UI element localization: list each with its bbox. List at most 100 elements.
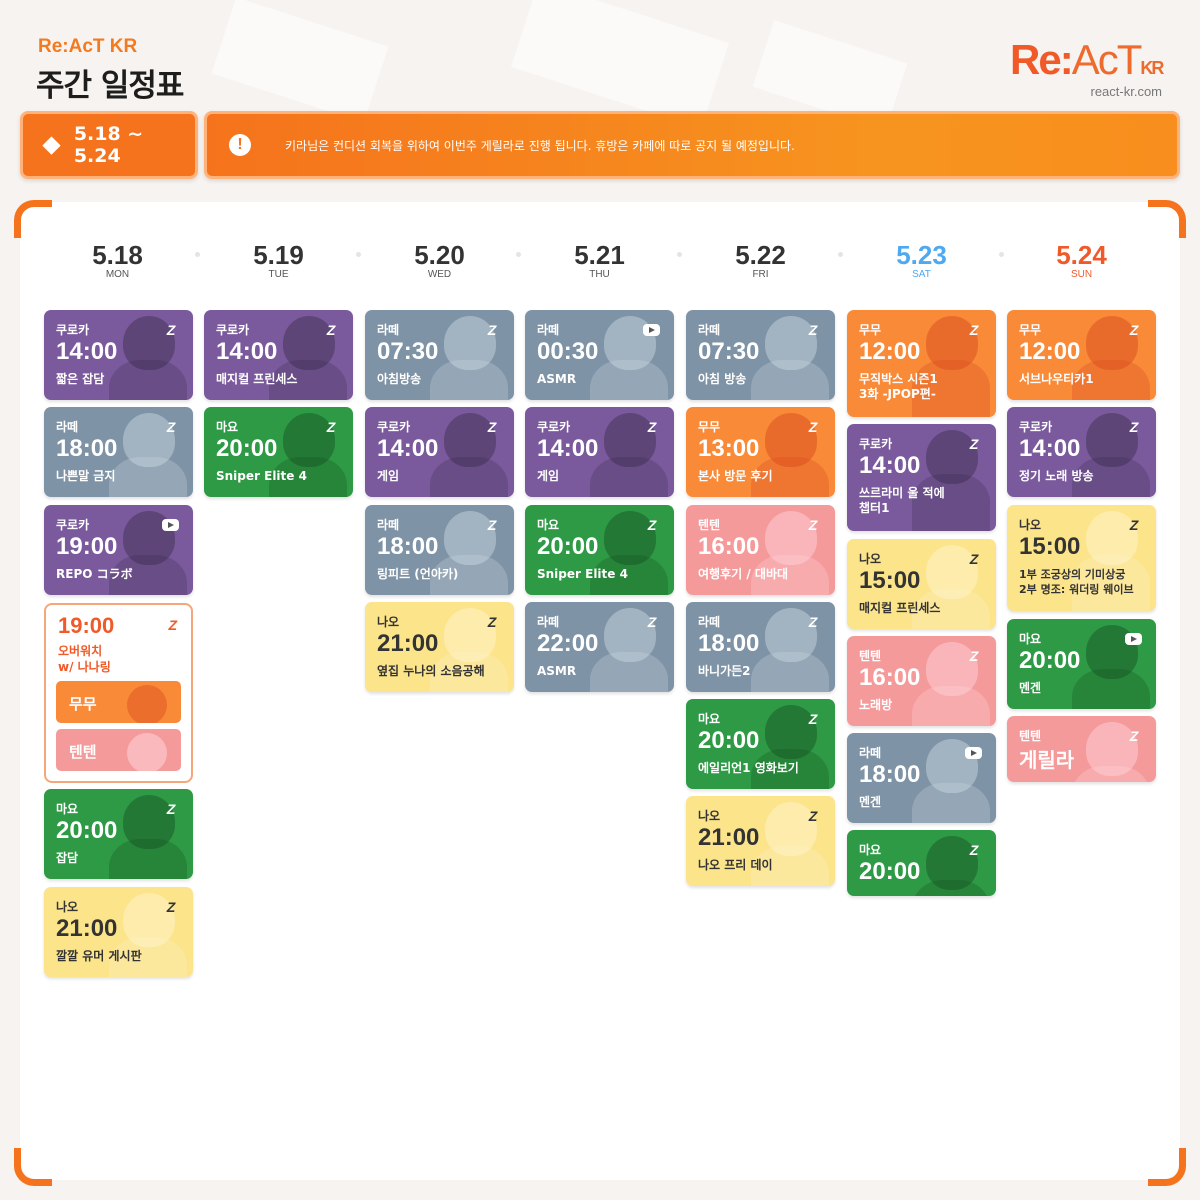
day-weekday: FRI [752, 269, 769, 280]
day-header-mon: 5.18 MON [43, 240, 192, 280]
stream-title: 서브나우티카1 [1019, 372, 1094, 386]
stream-title: 여행후기 / 대바대 [698, 567, 789, 581]
day-date: 5.19 [253, 240, 304, 270]
schedule-card[interactable]: 쿠로카 19:00 REPO コラボ [44, 505, 193, 595]
schedule-card[interactable]: Z 무무 13:00 본사 방문 후기 [686, 407, 835, 497]
stream-title: 멘겐 [859, 795, 882, 809]
brand-label: Re:AcT KR [38, 36, 138, 57]
streamer-name: 텐텐 [859, 649, 882, 663]
date-range-badge: 5.18 ~ 5.24 [20, 111, 198, 179]
chzzk-icon: Z [166, 899, 176, 915]
stream-title: 정기 노래 방송 [1019, 469, 1094, 483]
streamer-name: 라떼 [859, 746, 882, 760]
schedule-card[interactable]: Z 마요 20:00 Sniper Elite 4 [525, 505, 674, 595]
schedule-card[interactable]: Z 텐텐 16:00 여행후기 / 대바대 [686, 505, 835, 595]
collab-member: 텐텐 [56, 729, 181, 771]
schedule-card[interactable]: Z 쿠로카 14:00 매지컬 프린세스 [204, 310, 353, 400]
chzzk-icon: Z [487, 322, 497, 338]
day-date: 5.21 [574, 240, 625, 270]
schedule-card[interactable]: Z 나오 15:00 1부 조궁상의 기미상궁 2부 명조: 워더링 웨이브 [1007, 505, 1156, 611]
day-weekday: MON [105, 269, 130, 280]
stream-title: 1부 조궁상의 기미상궁 2부 명조: 워더링 웨이브 [1019, 568, 1134, 596]
streamer-name: 무무 [859, 323, 882, 337]
stream-title: 본사 방문 후기 [698, 469, 773, 483]
site-url[interactable]: react-kr.com [1090, 84, 1162, 99]
schedule-card[interactable]: Z 마요 20:00 [847, 830, 996, 896]
day-header-fri: 5.22 FRI [686, 240, 835, 280]
schedule-card[interactable]: Z 쿠로카 14:00 짧은 잡담 [44, 310, 193, 400]
schedule-card[interactable]: Z 라떼 07:30 아침방송 [365, 310, 514, 400]
day-header-sun: 5.24 SUN [1007, 240, 1156, 280]
chzzk-icon: Z [1129, 517, 1139, 533]
chzzk-icon: Z [969, 551, 979, 567]
schedule-card[interactable]: Z 라떼 18:00 링피트 (언아카) [365, 505, 514, 595]
schedule-card[interactable]: 라떼 00:30 ASMR [525, 310, 674, 400]
chzzk-icon: Z [487, 517, 497, 533]
schedule-card[interactable]: Z 텐텐 게릴라 [1007, 716, 1156, 782]
stream-title: 매지컬 프린세스 [859, 601, 941, 615]
chzzk-icon: Z [808, 711, 818, 727]
stream-title: 게임 [537, 469, 560, 483]
day-header-thu: 5.21 THU [525, 240, 674, 280]
schedule-card[interactable]: Z 마요 20:00 잡담 [44, 789, 193, 879]
schedule-card[interactable]: Z 무무 12:00 무직박스 시즌1 3화 -JPOP편- [847, 310, 996, 417]
stream-time: 16:00 [859, 664, 921, 691]
streamer-name: 무무 [1019, 323, 1042, 337]
stream-time: 14:00 [537, 435, 599, 462]
schedule-card[interactable]: Z 쿠로카 14:00 게임 [525, 407, 674, 497]
chzzk-icon: Z [808, 808, 818, 824]
chzzk-icon: Z [168, 617, 177, 633]
chzzk-icon: Z [808, 322, 818, 338]
streamer-name: 마요 [1019, 632, 1042, 646]
stream-title: 옆집 누나의 소음공해 [377, 664, 485, 678]
stream-time: 14:00 [859, 452, 921, 479]
stream-title: 게임 [377, 469, 400, 483]
day-weekday: TUE [268, 269, 289, 280]
schedule-card[interactable]: Z 쿠로카 14:00 쓰르라미 울 적에 챕터1 [847, 424, 996, 531]
day-date: 5.20 [414, 240, 465, 270]
chzzk-icon: Z [808, 517, 818, 533]
schedule-card[interactable]: Z 쿠로카 14:00 정기 노래 방송 [1007, 407, 1156, 497]
streamer-name: 마요 [537, 518, 560, 532]
streamer-name: 나오 [56, 900, 79, 914]
schedule-card[interactable]: Z 마요 20:00 Sniper Elite 4 [204, 407, 353, 497]
schedule-card[interactable]: Z 무무 12:00 서브나우티카1 [1007, 310, 1156, 400]
stream-title: 에일리언1 영화보기 [698, 761, 799, 775]
schedule-card[interactable]: Z 마요 20:00 에일리언1 영화보기 [686, 699, 835, 789]
stream-time: 20:00 [859, 858, 921, 885]
chzzk-icon: Z [969, 322, 979, 338]
schedule-card[interactable]: Z 쿠로카 14:00 게임 [365, 407, 514, 497]
collab-card[interactable]: 19:00 Z 오버워치 w/ 나나링 무무 텐텐 [44, 603, 193, 783]
chzzk-icon: Z [647, 614, 657, 630]
schedule-card[interactable]: Z 나오 21:00 옆집 누나의 소음공해 [365, 602, 514, 692]
schedule-card[interactable]: Z 나오 21:00 나오 프리 데이 [686, 796, 835, 886]
schedule-card[interactable]: Z 텐텐 16:00 노래방 [847, 636, 996, 726]
streamer-name: 라떼 [698, 323, 721, 337]
stream-title: 노래방 [859, 698, 893, 712]
schedule-card[interactable]: Z 라떼 07:30 아침 방송 [686, 310, 835, 400]
stream-title: 잡담 [56, 851, 79, 865]
youtube-icon [1125, 633, 1142, 645]
chzzk-icon: Z [647, 517, 657, 533]
streamer-name: 나오 [859, 552, 882, 566]
schedule-card[interactable]: Z 라떼 18:00 나쁜말 금지 [44, 407, 193, 497]
stream-time: 20:00 [56, 817, 118, 844]
schedule-card[interactable]: Z 라떼 22:00 ASMR [525, 602, 674, 692]
chzzk-icon: Z [969, 842, 979, 858]
stream-time: 21:00 [377, 630, 439, 657]
streamer-name: 무무 [698, 420, 721, 434]
schedule-card[interactable]: Z 나오 15:00 매지컬 프린세스 [847, 539, 996, 629]
stream-time: 16:00 [698, 533, 760, 560]
schedule-card[interactable]: 마요 20:00 멘겐 [1007, 619, 1156, 709]
stream-title: 무직박스 시즌1 3화 -JPOP편- [859, 372, 938, 401]
schedule-card[interactable]: Z 나오 21:00 깔깔 유머 게시판 [44, 887, 193, 977]
stream-title: Sniper Elite 4 [537, 567, 628, 581]
streamer-name: 쿠로카 [216, 323, 250, 337]
schedule-card[interactable]: Z 라떼 18:00 바니가든2 [686, 602, 835, 692]
stream-time: 07:30 [698, 338, 760, 365]
chzzk-icon: Z [326, 322, 336, 338]
schedule-card[interactable]: 라떼 18:00 멘겐 [847, 733, 996, 823]
stream-time: 18:00 [859, 761, 921, 788]
streamer-name: 텐텐 [698, 518, 721, 532]
youtube-icon [643, 324, 660, 336]
